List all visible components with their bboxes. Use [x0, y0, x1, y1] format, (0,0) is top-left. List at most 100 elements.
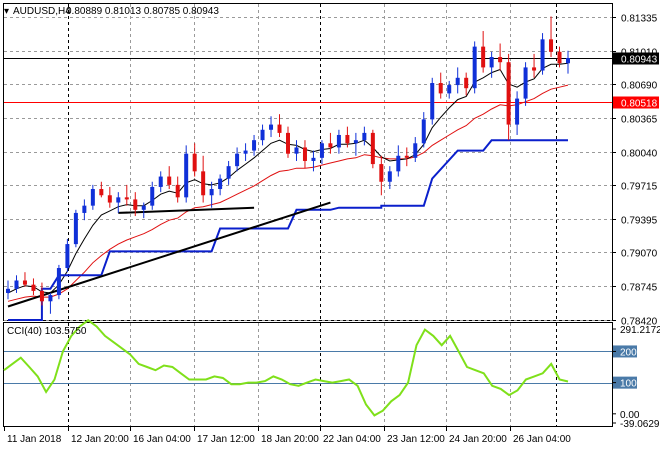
bearish-candle	[192, 143, 197, 177]
bullish-candle	[141, 202, 146, 219]
bullish-candle	[243, 143, 248, 161]
bullish-candle	[447, 80, 452, 99]
cci-axis: 291.2172 200 100 0.00-39.0629	[612, 325, 660, 430]
price-tags: 0.80943 0.80518	[613, 52, 659, 110]
bullish-candle	[396, 145, 401, 177]
bearish-candle	[370, 129, 375, 169]
bullish-candle	[515, 91, 520, 135]
bearish-candle	[175, 176, 180, 203]
price-tick-label: 0.81335	[621, 14, 658, 25]
bearish-candle	[302, 140, 307, 169]
bullish-candle	[472, 41, 477, 94]
bearish-candle	[532, 53, 537, 78]
cci-tick-label: 200	[620, 347, 637, 358]
price-tick-label: 0.80040	[621, 149, 658, 160]
price-tag-box	[613, 52, 659, 65]
bullish-candle	[336, 129, 341, 154]
bullish-candle	[116, 192, 121, 213]
cci-tick-label: 100	[620, 379, 637, 390]
bearish-candle	[22, 272, 27, 287]
bullish-candle	[353, 132, 358, 156]
bearish-candle	[464, 72, 469, 96]
time-tick-label: 18 Jan 20:00	[261, 434, 319, 445]
bullish-candle	[294, 140, 299, 161]
cci-tick-label: 291.2172	[620, 325, 660, 336]
bullish-candle	[209, 181, 214, 208]
time-tick-label: 16 Jan 04:00	[133, 434, 191, 445]
bearish-candle	[167, 166, 172, 190]
trendline	[7, 201, 331, 308]
price-tick-label: 0.79715	[621, 182, 658, 193]
bullish-candle	[14, 275, 19, 293]
price-tag-lines	[4, 58, 612, 103]
time-tick-label: 17 Jan 12:00	[197, 434, 255, 445]
price-tick-label: 0.80365	[621, 115, 658, 126]
bullish-candle	[540, 33, 545, 75]
price-tick-label: 0.79070	[621, 249, 658, 260]
bullish-candle	[73, 209, 78, 248]
price-tag-box	[613, 96, 659, 109]
bullish-candle	[150, 181, 155, 210]
cci-pane	[3, 322, 613, 427]
bullish-candle	[218, 174, 223, 196]
symbol-title: AUDUSD,H4	[13, 6, 71, 17]
bearish-candle	[277, 114, 282, 138]
bullish-candle	[430, 77, 435, 125]
bullish-candle	[252, 134, 257, 156]
bullish-candle	[455, 67, 460, 94]
bullish-candle	[90, 184, 95, 210]
bullish-candle	[421, 112, 426, 148]
bullish-candle	[413, 137, 418, 162]
bullish-candle	[184, 145, 189, 203]
bearish-candle	[506, 53, 511, 141]
bearish-candle	[404, 147, 409, 167]
bearish-candle	[201, 155, 206, 203]
bullish-candle	[56, 264, 61, 300]
cci-tick-label: -39.0629	[620, 419, 660, 430]
bearish-candle	[379, 155, 384, 196]
bullish-candle	[387, 166, 392, 190]
bullish-candle	[566, 50, 570, 74]
cci-level-tag	[613, 345, 637, 358]
slow-moving-average	[7, 84, 569, 302]
bearish-candle	[286, 126, 290, 158]
bearish-candle	[31, 278, 36, 296]
bullish-candle	[65, 238, 70, 273]
cci-tick-label: 0.00	[620, 410, 640, 421]
cci-title: CCI(40) 103.5750	[7, 326, 87, 337]
bearish-candle	[133, 192, 138, 217]
bearish-candle	[498, 43, 503, 71]
bearish-candle	[328, 132, 333, 154]
bullish-candle	[489, 51, 494, 78]
bullish-candle	[6, 280, 10, 300]
bullish-candle	[158, 171, 163, 193]
support-step-line	[8, 139, 568, 321]
bearish-candle	[481, 31, 486, 73]
cci-line	[3, 319, 569, 417]
price-tick-label: 0.80690	[621, 81, 658, 92]
time-tick-label: 23 Jan 12:00	[387, 434, 445, 445]
bearish-candle	[39, 282, 44, 306]
time-tick-label: 26 Jan 04:00	[513, 434, 571, 445]
bearish-candle	[345, 126, 350, 148]
chart-arrow-icon: ▾	[4, 6, 9, 17]
time-tick-label: 24 Jan 20:00	[449, 434, 507, 445]
price-tick-label: 0.78745	[621, 283, 658, 294]
bullish-candle	[260, 124, 265, 146]
bearish-candle	[549, 16, 554, 58]
cci-level-tag	[613, 376, 637, 389]
bullish-candle	[311, 150, 316, 172]
bearish-candle	[438, 72, 443, 99]
bullish-candle	[48, 292, 53, 314]
bearish-candle	[99, 181, 104, 198]
time-tick-label: 11 Jan 2018	[7, 434, 62, 445]
bullish-candle	[362, 126, 367, 146]
trendline	[118, 206, 255, 214]
bearish-candle	[557, 46, 562, 68]
bullish-candle	[235, 147, 240, 172]
candles	[6, 16, 570, 314]
bullish-candle	[319, 140, 324, 165]
ohlc-readout: 0.80889 0.81013 0.80785 0.80943	[66, 6, 219, 17]
time-tick-label: 12 Jan 20:00	[71, 434, 129, 445]
bullish-candle	[226, 160, 231, 185]
